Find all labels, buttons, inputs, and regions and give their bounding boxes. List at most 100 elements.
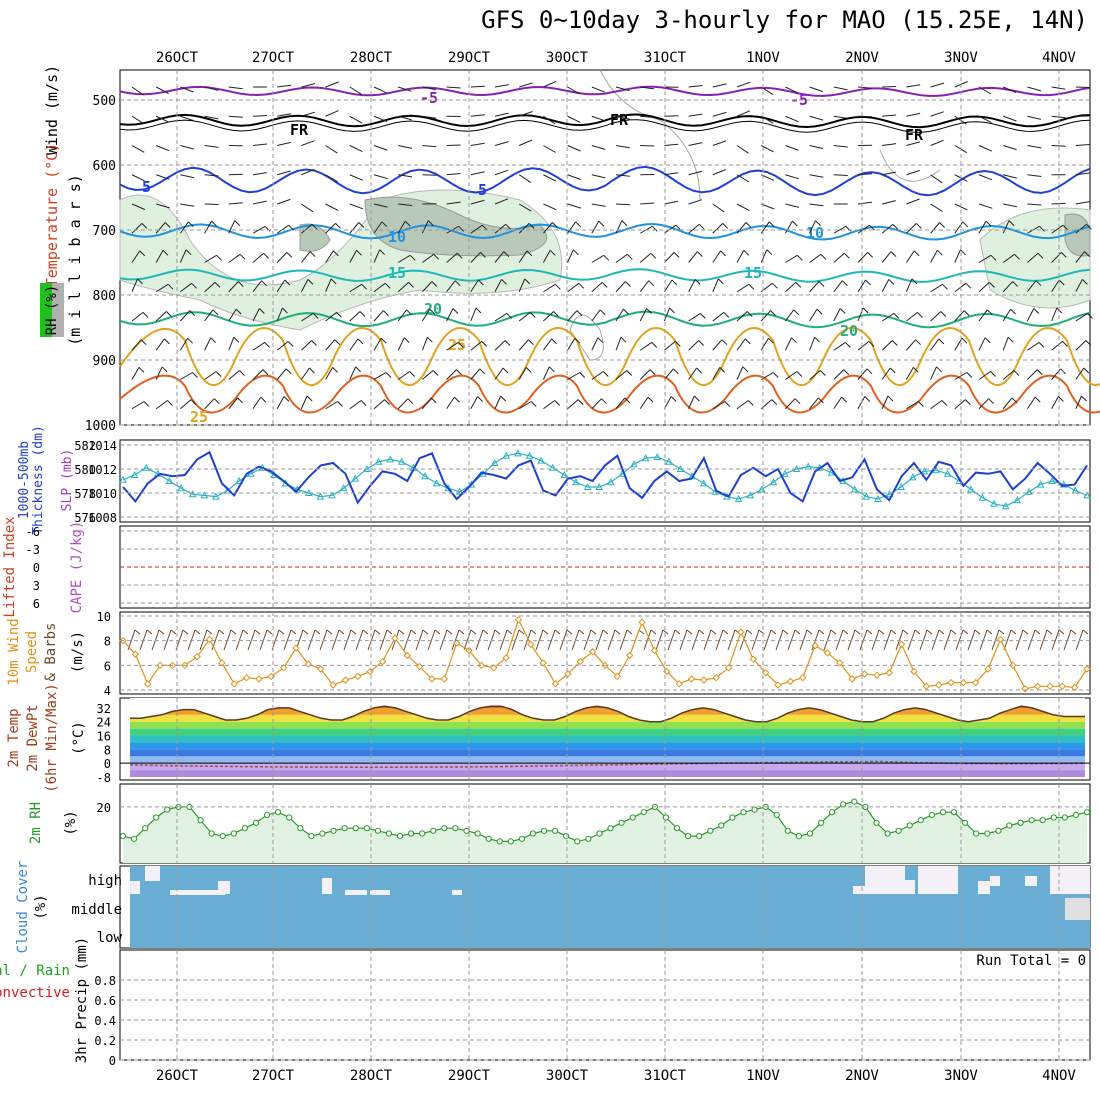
wind-barb xyxy=(325,174,338,183)
wind-barb-flag xyxy=(526,250,533,257)
wind-barb-flag xyxy=(167,283,174,290)
wind-barb-flag xyxy=(574,337,581,344)
rh-marker xyxy=(563,833,570,840)
cloud-gap xyxy=(145,866,160,881)
temp-color-band xyxy=(130,770,1085,777)
wind-barb xyxy=(373,249,381,263)
wind-barb-flag xyxy=(841,396,847,403)
slp-marker xyxy=(548,463,557,471)
wind-barb xyxy=(1075,144,1090,146)
surface-wind-barb xyxy=(1063,629,1072,651)
wind-speed-marker xyxy=(428,675,436,683)
slp-marker xyxy=(560,470,569,478)
wind-speed-marker xyxy=(786,677,795,686)
surface-wind-barb xyxy=(559,629,568,651)
wind-barb xyxy=(930,338,940,351)
surface-wind-barb-flag xyxy=(410,629,417,635)
rh-marker xyxy=(1072,811,1080,819)
slp-marker xyxy=(990,499,998,507)
rh-marker xyxy=(984,830,991,837)
wind-barb xyxy=(252,225,266,234)
wind-barb xyxy=(1027,203,1042,206)
slp-tick: 1008 xyxy=(88,511,117,525)
surface-wind-barb xyxy=(571,629,580,651)
wind-barb-flag xyxy=(210,337,217,344)
wind-barb xyxy=(470,368,481,380)
wind-barb xyxy=(809,308,818,322)
rh-marker xyxy=(895,827,902,834)
wind-barb xyxy=(785,254,798,263)
wind-barb xyxy=(422,253,434,263)
surface-wind-barb xyxy=(403,629,412,651)
rh-marker xyxy=(1039,817,1046,824)
wind-barb-flag xyxy=(772,282,778,289)
surface-wind-barb-flag xyxy=(350,629,357,635)
rh-marker xyxy=(441,825,448,832)
slp-marker xyxy=(653,452,662,460)
wind-barb-flag xyxy=(889,367,896,374)
wind-barb xyxy=(470,341,483,351)
surface-wind-barb-flag xyxy=(902,629,909,635)
surface-wind-barb-flag xyxy=(950,629,957,635)
wind-barb xyxy=(664,143,679,146)
wind-barb xyxy=(1075,223,1087,234)
rh-marker xyxy=(928,811,936,819)
wind-barb xyxy=(615,220,623,234)
temperature-contour xyxy=(119,268,1091,283)
wind-barb-flag xyxy=(699,313,706,319)
wind-barb-flag xyxy=(887,395,894,402)
wind-barb xyxy=(301,83,316,88)
wind-barb xyxy=(518,174,532,184)
wind-barb xyxy=(421,308,431,322)
wind-barb xyxy=(1002,397,1013,410)
wind-barb-flag xyxy=(575,221,581,228)
wind-barb xyxy=(615,203,631,206)
wind-barb xyxy=(276,252,288,263)
surface-wind-barb xyxy=(547,629,556,651)
wind-barb-flag xyxy=(890,251,897,257)
wind-barb-flag xyxy=(551,338,557,345)
wind-barb xyxy=(712,140,727,146)
wind-barb xyxy=(882,114,897,117)
wind-barb xyxy=(228,115,243,118)
wind-barb xyxy=(1051,224,1064,234)
wind-barb-flag xyxy=(913,250,920,257)
surface-wind-barb xyxy=(643,629,652,651)
wind-barb-flag xyxy=(164,338,170,345)
wind-barb xyxy=(785,398,796,410)
surface-wind-barb xyxy=(271,629,280,651)
wind-barb-flag xyxy=(479,368,486,375)
dewpoint-line xyxy=(129,760,1086,768)
wind-barb xyxy=(519,82,533,88)
wind-barb xyxy=(204,309,214,322)
cloud-level-label: low xyxy=(97,930,123,946)
wind-barb-flag xyxy=(893,313,900,319)
wind-barb xyxy=(615,281,626,293)
wind-barb-flag xyxy=(166,311,172,317)
wind-barb xyxy=(978,282,990,293)
slp-marker xyxy=(397,457,406,465)
wind-speed-marker xyxy=(1070,683,1079,692)
wind-barb xyxy=(131,115,145,125)
wind-barb-flag xyxy=(649,369,656,375)
surface-wind-barb-flag xyxy=(854,629,861,635)
slp-marker xyxy=(641,454,650,462)
wind-barb xyxy=(204,115,219,120)
wind-barb-flag xyxy=(406,309,412,316)
wind-barb-flag xyxy=(791,337,797,344)
temp-tick: -8 xyxy=(97,771,111,785)
temperature-contour xyxy=(119,222,1091,241)
wind-speed-marker xyxy=(366,667,374,676)
wind-barb xyxy=(373,399,385,410)
wind-barb-flag xyxy=(990,254,997,261)
wind-barb xyxy=(591,398,602,410)
wind-barb-flag xyxy=(717,278,724,285)
wind-barb-flag xyxy=(361,283,368,290)
wind-barb xyxy=(470,224,483,234)
wind-barb xyxy=(639,280,650,293)
surface-wind-barb xyxy=(1075,629,1084,651)
pressure-tick: 700 xyxy=(93,224,116,239)
thickness-tick: 578 xyxy=(74,487,96,501)
wind-barb-flag xyxy=(598,220,605,227)
surface-wind-barb-flag xyxy=(626,629,633,635)
